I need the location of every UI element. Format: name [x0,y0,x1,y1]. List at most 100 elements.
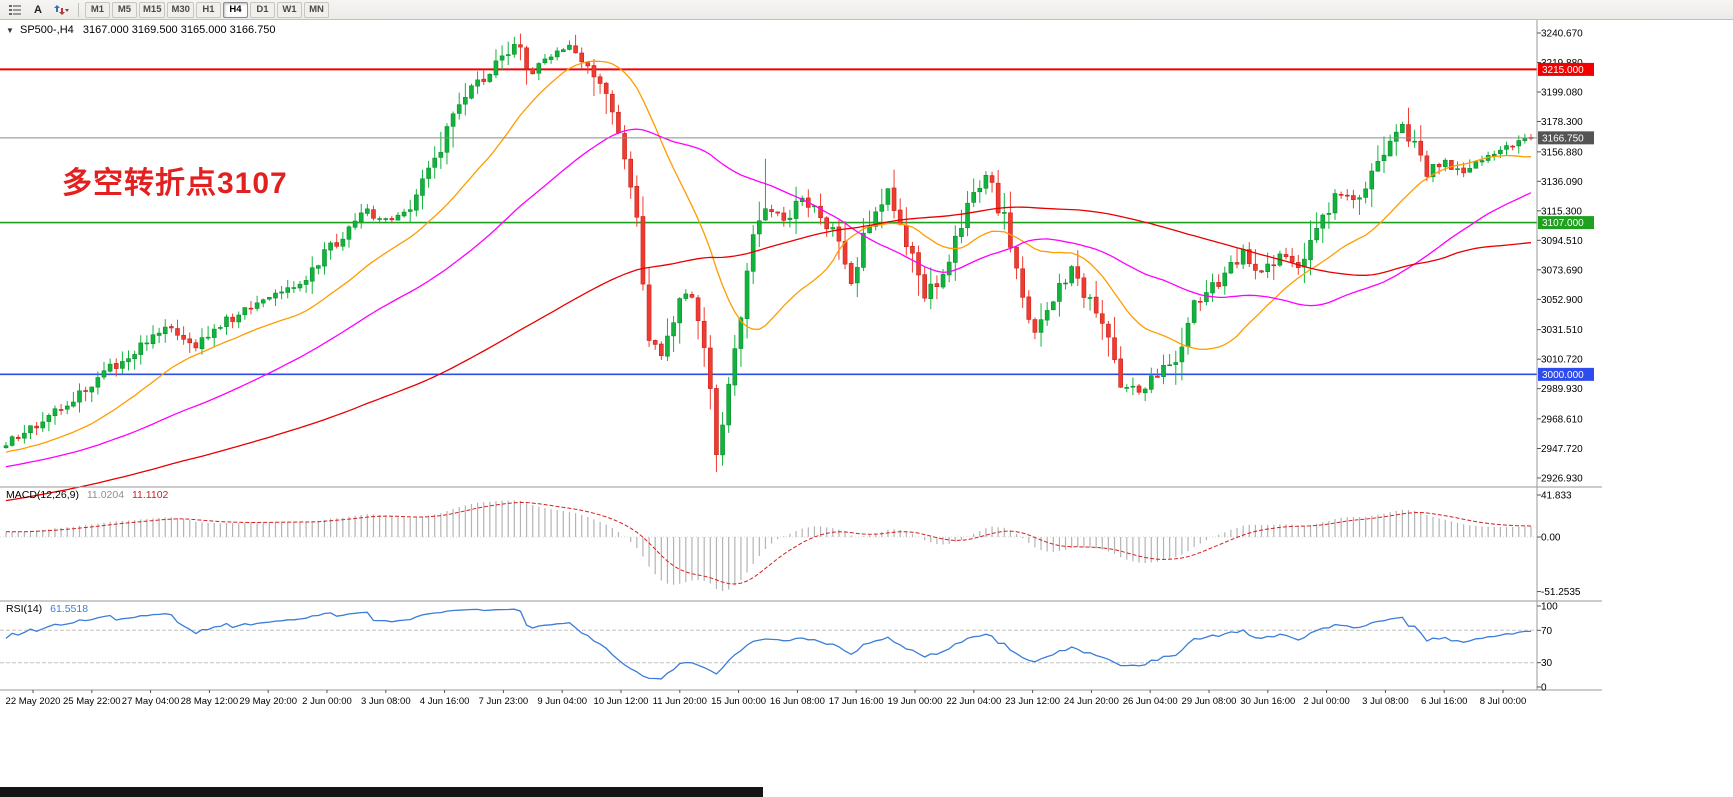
candle-body [432,157,438,168]
candle-body [940,274,946,288]
candle-body [708,347,713,389]
candle-body [848,263,854,284]
candle-body [1393,131,1399,142]
candle-body [738,317,744,349]
chart-ohlc-values: 3167.000 3169.500 3165.000 3166.750 [82,24,276,36]
timeframe-button-m15[interactable]: M15 [139,1,166,18]
candle-body [371,209,376,219]
candle-body [726,383,731,426]
text-annotation-button[interactable]: A [27,2,49,18]
candle-body [224,316,229,327]
candle-body [959,228,964,237]
toolbar-separator [78,2,79,17]
candle-body [977,187,983,193]
time-axis-label: 24 Jun 20:00 [1064,696,1119,707]
candle-body [597,76,603,84]
candle-body [475,79,480,87]
chart-canvas[interactable]: 3240.6703219.8803199.0803178.3003156.880… [0,20,1733,797]
candle-body [1289,255,1295,263]
time-axis-label: 26 Jun 04:00 [1123,696,1178,707]
candle-body [211,328,217,338]
candle-body [1455,168,1460,170]
candle-body [1326,213,1332,215]
candle-body [9,436,15,446]
time-axis-label: 15 Jun 00:00 [711,696,766,707]
candle-body [548,56,554,60]
candle-body [150,334,156,344]
background-window-strip [0,787,763,797]
candle-body [138,342,144,355]
candle-body [732,348,738,386]
candle-body [499,55,505,61]
price-axis-label: 3094.510 [1541,236,1583,247]
candle-body [573,45,578,54]
menu-grid-icon[interactable] [3,2,27,18]
price-axis-label: 3178.300 [1541,117,1583,128]
candle-body [695,297,701,321]
candle-body [101,370,107,378]
chart-header: ▼ SP500-,H4 3167.000 3169.500 3165.000 3… [6,24,276,36]
time-axis-label: 10 Jun 12:00 [594,696,649,707]
candle-body [769,209,774,213]
chart-annotation-text: 多空转折点3107 [62,167,288,200]
candle-body [285,287,291,293]
macd-value-main: 11.0204 [86,489,125,501]
macd-signal-line [6,501,1532,585]
candle-body [530,68,536,75]
collapse-triangle-icon[interactable]: ▼ [6,26,14,35]
hline-price-box-label: 3215.000 [1542,65,1584,76]
candle-body [585,62,591,67]
timeframe-button-w1[interactable]: W1 [276,1,302,18]
current-price-box [1538,131,1594,145]
candle-body [873,211,878,227]
candle-body [1442,159,1448,167]
rsi-line [5,608,1531,680]
candle-body [297,283,303,289]
candle-body [1369,170,1375,190]
candle-body [683,293,689,299]
candle-body [309,267,315,282]
candle-body [1375,161,1381,172]
current-price-box-label: 3166.750 [1542,133,1584,144]
ma-50-line [5,128,1532,468]
price-axis-label: 3115.300 [1541,206,1582,217]
candle-body [346,226,352,240]
candle-body [1253,263,1258,271]
timeframe-button-m30[interactable]: M30 [167,1,194,18]
candle-body [1351,195,1356,200]
candle-body [757,220,762,235]
candle-body [634,185,640,218]
arrows-dropdown-icon[interactable] [49,2,73,18]
time-axis-label: 19 Jun 00:00 [888,696,943,707]
candle-body [193,342,199,349]
candle-body [40,421,46,429]
candle-body [701,320,707,348]
price-axis-label: 3240.670 [1541,29,1583,40]
candle-body [1418,140,1424,156]
candle-body [83,390,88,392]
timeframe-button-mn[interactable]: MN [303,1,329,18]
candle-body [1112,337,1117,360]
timeframe-button-h1[interactable]: H1 [195,1,221,18]
rsi-value: 61.5518 [50,603,89,615]
timeframe-button-d1[interactable]: D1 [249,1,275,18]
timeframe-button-h4[interactable]: H4 [222,1,248,18]
candle-body [365,208,370,214]
candle-body [52,408,58,417]
candle-body [714,388,719,455]
timeframe-button-m5[interactable]: M5 [112,1,137,18]
timeframe-button-m1[interactable]: M1 [85,1,110,18]
candle-body [352,220,358,228]
candle-body [420,178,425,196]
hline-price-box [1538,367,1594,381]
price-axis-label: 2989.930 [1541,384,1583,395]
candle-body [1106,323,1111,338]
candle-body [879,204,885,212]
candle-body [1240,248,1246,265]
time-axis-label: 22 May 2020 [6,696,61,707]
time-axis-label: 23 Jun 12:00 [1005,696,1060,707]
candle-body [1332,193,1338,214]
candle-body [1124,387,1130,389]
candle-body [187,338,193,344]
